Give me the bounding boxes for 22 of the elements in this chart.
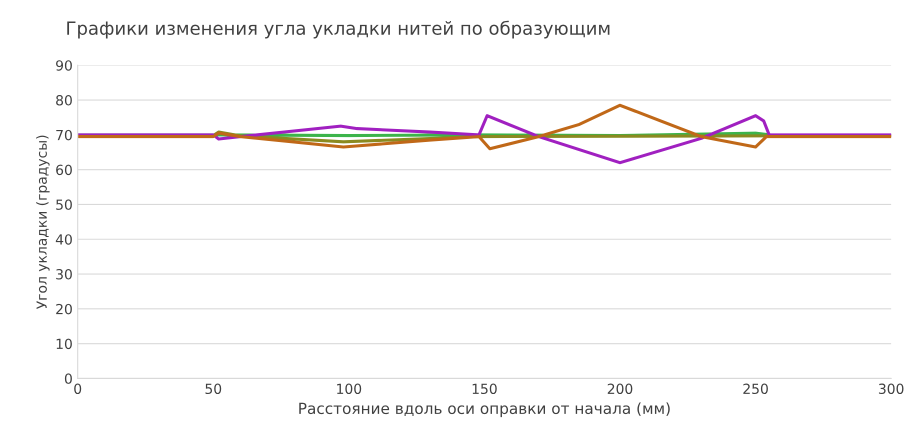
x-tick-label: 50 xyxy=(206,384,222,394)
x-tick-label: 0 xyxy=(74,384,82,394)
x-axis-title: Расстояние вдоль оси оправки от начала (мм) xyxy=(299,402,670,418)
x-tick-label: 300 xyxy=(878,384,904,394)
y-tick-label: 10 xyxy=(56,338,72,350)
x-tick-label: 100 xyxy=(337,384,362,394)
chart-title: Графики изменения угла укладки нитей по образующим xyxy=(67,20,610,38)
y-tick-label: 90 xyxy=(56,60,72,71)
y-tick-label: 0 xyxy=(64,373,72,384)
line-series xyxy=(78,114,892,164)
y-tick-label: 30 xyxy=(56,269,72,280)
x-tick-label: 250 xyxy=(743,384,768,394)
y-axis-title: Угол укладки (градусы) xyxy=(36,136,50,310)
y-tick-label: 20 xyxy=(56,304,72,314)
x-tick-label: 150 xyxy=(472,384,497,394)
y-tick-label: 80 xyxy=(56,95,72,106)
line-series xyxy=(78,104,892,150)
y-tick-label: 60 xyxy=(56,164,72,176)
y-tick-label: 40 xyxy=(56,234,72,245)
y-tick-label: 70 xyxy=(56,130,72,140)
x-tick-label: 200 xyxy=(608,384,632,394)
y-tick-label: 50 xyxy=(56,199,72,210)
